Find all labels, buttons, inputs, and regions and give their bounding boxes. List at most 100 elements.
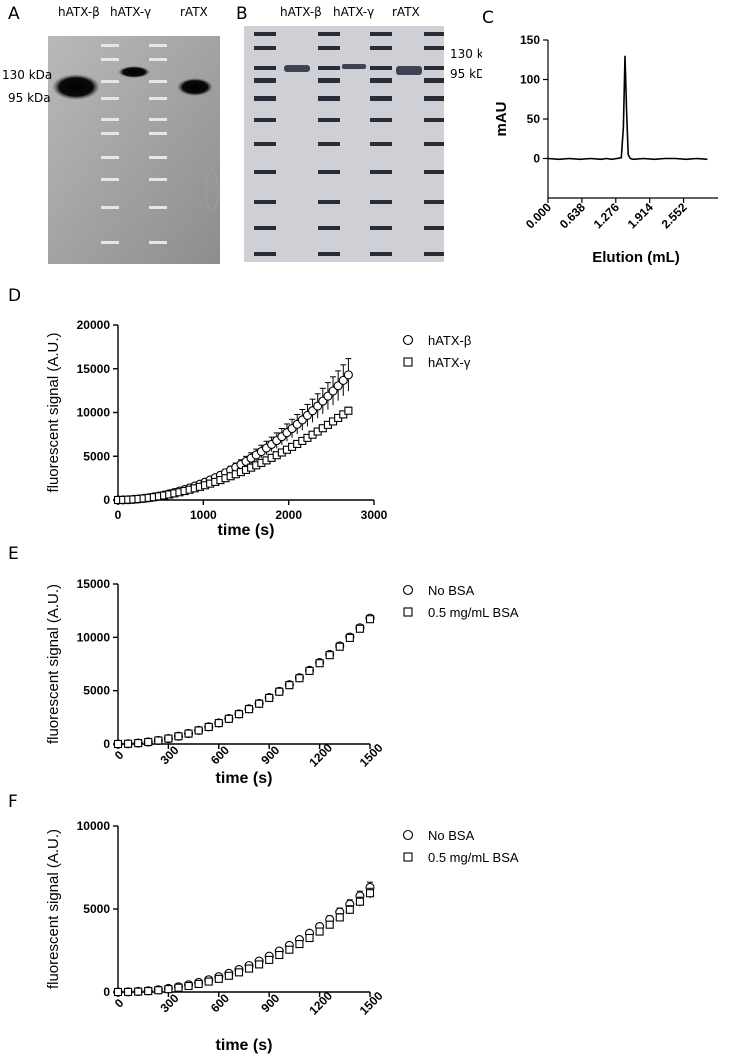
legend-label: No BSA	[428, 828, 475, 843]
x-tick-label: 600	[208, 743, 232, 767]
x-tick-label: 1200	[306, 989, 335, 1018]
data-point	[335, 913, 344, 922]
ladder-lane-a2	[149, 44, 167, 244]
y-tick-label: 15000	[77, 362, 111, 376]
chart-f-kinetics: 0 5000 10000 0 300 600 900 1200 1500 fluorescent …	[45, 819, 519, 1054]
x-tick-label: 0.000	[523, 200, 554, 231]
data-point	[275, 950, 284, 960]
data-point	[154, 736, 163, 745]
legend-square-marker	[403, 852, 413, 862]
x-tick-label: 0.638	[557, 200, 588, 231]
lane-label-hatx-gamma-b: hATX-γ	[333, 5, 374, 19]
data-point	[244, 964, 254, 973]
ladder-lane-a1	[101, 44, 119, 244]
y-tick-label: 20000	[77, 318, 111, 332]
x-axis-label: Elution (mL)	[592, 249, 679, 266]
x-tick-label: 1500	[357, 741, 386, 770]
elution-trace-line	[547, 55, 708, 161]
data-point	[285, 681, 294, 690]
data-point	[315, 659, 324, 668]
y-tick-label: 15000	[77, 577, 111, 591]
data-point	[325, 651, 334, 660]
chart-c-elution-profile: 0 50 100 150 0.000 0.638 1.276 1.914 2.552 mAU Elu…	[493, 33, 718, 266]
series-square	[113, 615, 375, 749]
y-tick-label: 10000	[77, 819, 111, 833]
data-point	[224, 714, 233, 723]
data-point	[325, 920, 334, 929]
x-tick-label: 1500	[357, 989, 386, 1018]
x-tick-label: 900	[258, 991, 282, 1015]
data-point	[333, 381, 343, 391]
western-blot-panel: hATX-β hATX-γ rATX 130 kDa 95 kDa	[0, 0, 232, 270]
data-point	[224, 971, 233, 980]
data-point	[234, 968, 244, 977]
band-hatx-beta-blot	[52, 74, 100, 100]
data-point	[194, 979, 203, 988]
panel-letter-c: C	[482, 8, 494, 28]
data-point	[113, 987, 123, 997]
y-axis-label: fluorescent signal (A.U.)	[45, 584, 62, 744]
data-point	[134, 987, 143, 996]
x-tick-label: 900	[258, 743, 282, 767]
y-tick-label: 0	[103, 493, 110, 507]
legend-circle-marker	[402, 829, 414, 841]
y-tick-label: 150	[520, 33, 540, 47]
data-point	[365, 889, 375, 898]
marker-label-130-a: 130 kDa	[2, 68, 52, 82]
data-point	[144, 737, 153, 747]
data-point	[365, 615, 375, 624]
data-point	[255, 960, 264, 969]
ladder-lane-b2	[318, 32, 340, 256]
data-point	[295, 674, 304, 683]
lane-label-hatx-beta-a: hATX-β	[58, 5, 100, 19]
data-point	[184, 729, 193, 738]
data-point	[174, 732, 183, 741]
lane-label-ratx-a: rATX	[180, 5, 208, 19]
legend-square-marker	[403, 357, 413, 367]
series-square	[113, 887, 375, 997]
y-axis-label: fluorescent signal (A.U.)	[45, 332, 62, 492]
data-point	[124, 987, 133, 996]
x-tick-label: 0	[115, 508, 122, 522]
western-blot-image: hATX-β hATX-γ rATX 130 kDa 95 kDa	[2, 5, 220, 264]
data-point	[338, 375, 348, 385]
coomassie-gel-image: hATX-β hATX-γ rATX 130 kDa 95 kDa	[244, 5, 500, 262]
legend-circle-marker	[402, 334, 414, 346]
data-point	[305, 666, 314, 675]
data-point	[265, 955, 274, 964]
ladder-lane-b1	[254, 32, 276, 256]
lane-label-ratx-b: rATX	[392, 5, 420, 19]
data-point	[355, 624, 364, 633]
x-tick-label: 1000	[190, 508, 217, 522]
legend-square-marker	[403, 607, 413, 617]
x-tick-label: 300	[158, 743, 182, 767]
y-tick-label: 10000	[77, 630, 111, 644]
band-hatx-gamma-blot	[118, 66, 150, 78]
x-axis-label: time (s)	[216, 1037, 273, 1054]
data-point	[234, 710, 244, 719]
x-tick-label: 300	[158, 991, 182, 1015]
panel-letter-e: E	[8, 544, 19, 564]
y-tick-label: 0	[533, 152, 540, 166]
chart-d-kinetics: 0 5000 10000 15000 20000 0 1000 2000 3000 fluores…	[45, 318, 471, 539]
panel-letter-b: B	[236, 4, 248, 24]
y-tick-label: 10000	[77, 406, 111, 420]
band-ratx-blot	[177, 78, 213, 96]
y-tick-label: 0	[103, 985, 110, 999]
x-tick-label: 3000	[361, 508, 388, 522]
legend-label: 0.5 mg/mL BSA	[428, 605, 519, 620]
legend-label: hATX-β	[428, 333, 471, 348]
series-circle	[113, 613, 375, 749]
lane-label-hatx-beta-b: hATX-β	[280, 5, 322, 19]
ladder-lane-b3	[370, 32, 392, 256]
x-tick-label: 600	[208, 991, 232, 1015]
y-axis-label: mAU	[493, 101, 510, 136]
data-point	[134, 739, 143, 748]
data-point	[344, 406, 353, 415]
legend-label: hATX-γ	[428, 355, 471, 370]
x-tick-label: 1.914	[625, 200, 656, 231]
x-tick-label: 2.552	[659, 200, 690, 231]
data-point	[255, 699, 264, 708]
panel-letter-f: F	[8, 792, 18, 812]
data-point	[295, 940, 304, 949]
